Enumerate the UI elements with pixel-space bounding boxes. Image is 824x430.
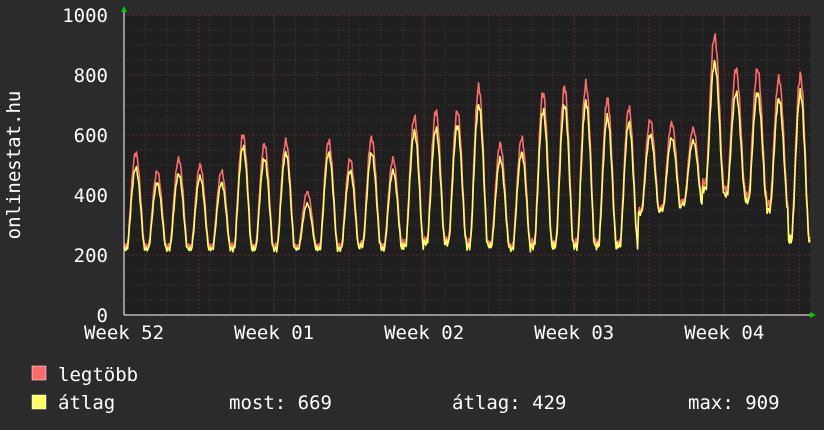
series-layer [123, 33, 811, 253]
x-tick-label: Week 04 [684, 322, 764, 344]
axes [121, 6, 816, 318]
legend-item-legtobb: legtöbb [31, 364, 138, 386]
x-tick-label: Week 02 [384, 322, 464, 344]
y-tick-label: 1000 [62, 5, 108, 27]
x-tick-label: Week 52 [84, 322, 164, 344]
x-tick-label: Week 01 [234, 322, 314, 344]
legend: legtöbb átlag most: 669 átlag: 429 max: … [31, 364, 780, 414]
legend-swatch-atlag [31, 394, 47, 410]
y-tick-label: 600 [74, 125, 108, 147]
y-tick-labels: 0 200 400 600 800 1000 [62, 5, 108, 327]
y-tick-label: 200 [74, 245, 108, 267]
y-tick-label: 0 [97, 305, 108, 327]
stat-now: most: 669 [229, 392, 332, 414]
legend-label-atlag: átlag [58, 392, 115, 414]
y-axis-arrow-icon [121, 6, 127, 12]
series-line-atlag [123, 59, 811, 253]
x-axis-arrow-icon [810, 312, 816, 318]
y-tick-label: 800 [74, 65, 108, 87]
x-tick-label: Week 03 [534, 322, 614, 344]
x-tick-labels: Week 52 Week 01 Week 02 Week 03 Week 04 [84, 322, 764, 344]
y-axis-label: onlinestat.hu [3, 91, 25, 240]
stat-max: max: 909 [688, 392, 780, 414]
legend-item-atlag: átlag [31, 392, 115, 414]
legend-label-legtobb: legtöbb [58, 364, 138, 386]
legend-swatch-legtobb [31, 365, 47, 381]
stat-avg: átlag: 429 [452, 392, 566, 414]
y-tick-label: 400 [74, 185, 108, 207]
grid [124, 14, 810, 315]
